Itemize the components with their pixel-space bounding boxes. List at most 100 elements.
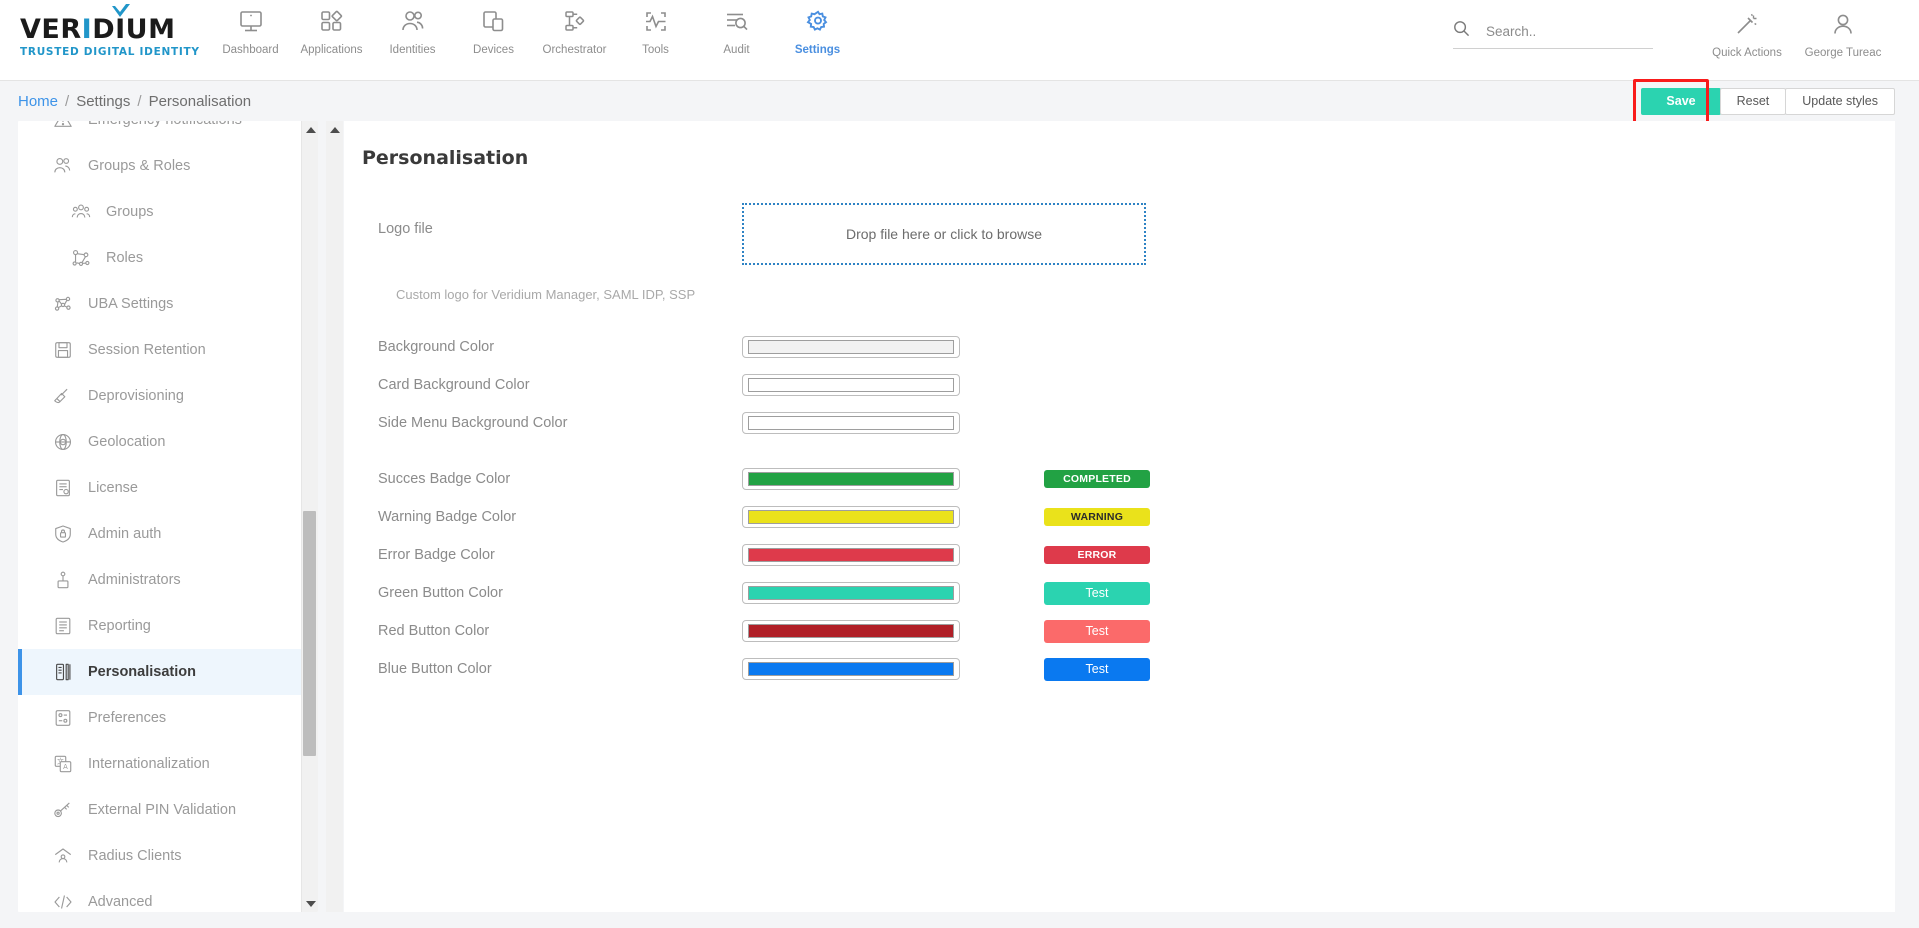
color-preview-cell: COMPLETED [960,470,1260,488]
color-setting-label: Green Button Color [378,585,503,601]
color-setting-label: Error Badge Color [378,547,495,563]
nav-item-identities[interactable]: Identities [372,7,453,56]
save-button[interactable]: Save [1641,87,1721,115]
sidebar-scroll-down-arrow[interactable] [302,895,318,912]
breadcrumb-item-home[interactable]: Home [18,92,59,110]
sidebar-item-label: Roles [106,250,144,266]
breadcrumb-bar: Home / Settings / Personalisation Save R… [0,78,1919,124]
sidebar-item-groups[interactable]: Groups [18,189,301,235]
main-scroll-gutter [318,121,344,928]
color-picker-input[interactable] [742,506,960,528]
workflow-icon [562,7,588,37]
brand-logo[interactable]: VERIDIUM TRUSTED DIGITAL IDENTITY [0,0,200,58]
logo-checkmark-icon [112,4,131,17]
logo-file-dropzone[interactable]: Drop file here or click to browse [742,203,1146,265]
admin-person-icon [52,569,74,591]
sidebar-item-external-pin-validation[interactable]: External PIN Validation [18,787,301,833]
top-navigation-bar: VERIDIUM TRUSTED DIGITAL IDENTITY Dashbo… [0,0,1919,81]
nav-item-settings[interactable]: Settings [777,7,858,56]
color-picker-input[interactable] [742,336,960,358]
badge-button-color-group: Succes Badge Color COMPLETED Warning Badge… [362,464,1895,684]
color-picker-input[interactable] [742,544,960,566]
global-search[interactable] [1453,18,1653,49]
nav-item-orchestrator[interactable]: Orchestrator [534,7,615,56]
color-setting-row: Side Menu Background Color [362,408,1895,438]
color-swatch [748,662,954,676]
nav-label: Settings [794,44,841,56]
sidebar-item-label: Personalisation [88,664,196,680]
nav-item-devices[interactable]: Devices [453,7,534,56]
color-preview-cell: ERROR [960,546,1260,564]
sidebar-scrollbar-thumb[interactable] [303,511,316,756]
color-swatch [748,472,954,486]
color-picker-input[interactable] [742,468,960,490]
nav-label: Devices [473,44,514,56]
color-picker-input[interactable] [742,412,960,434]
group-users-icon [52,155,74,177]
nav-item-applications[interactable]: Applications [291,7,372,56]
save-disk-icon [52,339,74,361]
logo-letter: R [60,14,82,45]
sidebar-item-internationalization[interactable]: 文A Internationalization [18,741,301,787]
sidebar-item-geolocation[interactable]: Geolocation [18,419,301,465]
magic-wand-icon [1734,10,1760,40]
sidebar-item-license[interactable]: License [18,465,301,511]
logo-letter: U [125,14,149,45]
sidebar-item-personalisation[interactable]: Personalisation [18,649,301,695]
sidebar-item-admin-auth[interactable]: Admin auth [18,511,301,557]
color-setting-row: Error Badge Color ERROR [362,540,1895,570]
color-setting-row: Background Color [362,332,1895,362]
people-group-icon [70,201,92,223]
sidebar-item-emergency-notifications[interactable]: Emergency notifications [18,121,301,143]
radius-icon [52,845,74,867]
preview-test-button[interactable]: Test [1044,581,1150,605]
search-input[interactable] [1484,22,1653,40]
quick-actions-button[interactable]: Quick Actions [1699,10,1795,59]
nav-item-dashboard[interactable]: Dashboard [210,7,291,56]
sidebar-scroll-up-arrow[interactable] [302,121,318,138]
sidebar-item-preferences[interactable]: Preferences [18,695,301,741]
color-picker-input[interactable] [742,374,960,396]
sidebar-item-uba-settings[interactable]: UBA Settings [18,281,301,327]
user-menu-button[interactable]: George Tureac [1795,10,1891,59]
sidebar-item-roles[interactable]: Roles [18,235,301,281]
pulse-icon [643,7,669,37]
nav-item-audit[interactable]: Audit [696,7,777,56]
preview-test-button[interactable]: Test [1044,619,1150,643]
sidebar-item-advanced[interactable]: Advanced [18,879,301,912]
color-picker-input[interactable] [742,620,960,642]
sidebar-scrollbar[interactable] [301,121,318,912]
preview-test-button[interactable]: Test [1044,657,1150,681]
sidebar-item-groups-roles[interactable]: Groups & Roles [18,143,301,189]
shield-lock-icon [52,523,74,545]
logo-file-row: Logo file Drop file here or click to bro… [362,203,1895,265]
sidebar-item-label: Session Retention [88,342,206,358]
main-scroll-up-arrow[interactable] [326,121,343,138]
preferences-icon [52,707,74,729]
main-scrollbar[interactable] [326,121,343,912]
update-styles-button[interactable]: Update styles [1785,87,1895,115]
nav-item-tools[interactable]: Tools [615,7,696,56]
preview-status-badge: COMPLETED [1044,470,1150,488]
sidebar-item-label: Deprovisioning [88,388,184,404]
sidebar-item-list: Emergency notifications Groups & Roles Gro… [18,121,301,912]
breadcrumb-separator: / [137,92,142,110]
color-picker-input[interactable] [742,658,960,680]
breadcrumb-item-settings[interactable]: Settings [76,92,131,110]
logo-letter: I [81,14,93,45]
sidebar-item-session-retention[interactable]: Session Retention [18,327,301,373]
reset-button[interactable]: Reset [1719,87,1787,115]
sidebar-item-radius-clients[interactable]: Radius Clients [18,833,301,879]
breadcrumb-item-personalisation: Personalisation [148,92,252,110]
color-setting-label: Warning Badge Color [378,509,517,525]
sidebar-item-deprovisioning[interactable]: Deprovisioning [18,373,301,419]
color-picker-input[interactable] [742,582,960,604]
logo-letter: M [148,14,176,45]
svg-text:A: A [63,763,68,771]
logo-wordmark: VERIDIUM [20,4,176,45]
gear-icon [805,7,831,37]
sidebar-item-administrators[interactable]: Administrators [18,557,301,603]
color-swatch [748,416,954,430]
sidebar-item-reporting[interactable]: Reporting [18,603,301,649]
color-setting-row: Red Button Color Test [362,616,1895,646]
